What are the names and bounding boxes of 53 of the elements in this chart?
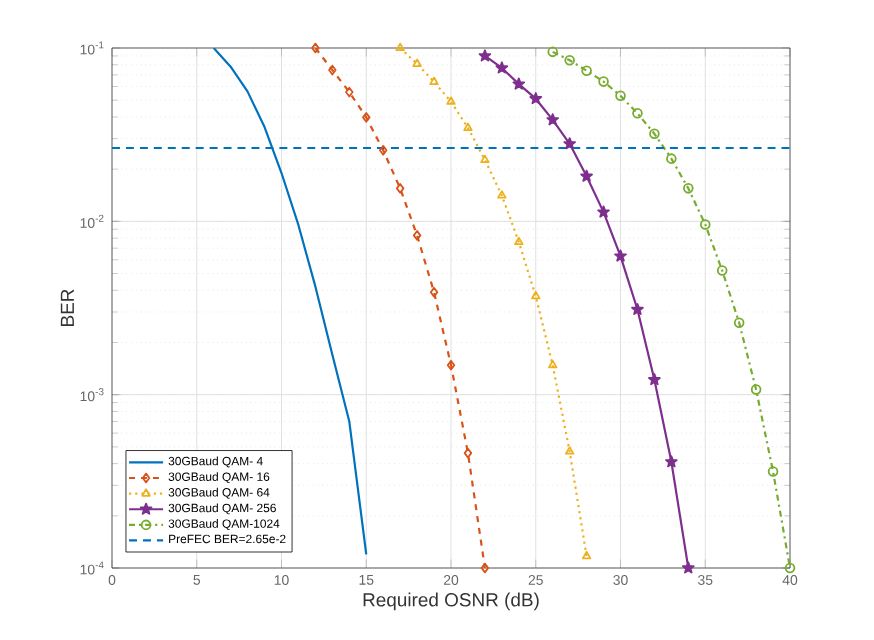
- point: [563, 137, 576, 150]
- point: [648, 373, 661, 386]
- point: [581, 550, 592, 560]
- point: [598, 76, 609, 87]
- point: [683, 183, 694, 194]
- point: [581, 65, 592, 76]
- point: [580, 169, 593, 182]
- point: [546, 113, 560, 126]
- point: [379, 145, 388, 156]
- y-axis-title: BER: [60, 289, 74, 326]
- point: [716, 265, 728, 276]
- point: [463, 122, 473, 131]
- point: [699, 219, 711, 230]
- point: [446, 359, 456, 371]
- point: [597, 205, 610, 218]
- point: [615, 90, 626, 102]
- point: [412, 58, 422, 67]
- point: [564, 54, 575, 66]
- point: [531, 290, 541, 300]
- point: [733, 317, 745, 329]
- point: [548, 359, 558, 369]
- point: [429, 286, 439, 298]
- point: [480, 562, 490, 574]
- point: [395, 183, 405, 194]
- point: [514, 236, 524, 246]
- point: [547, 46, 558, 58]
- point: [463, 447, 473, 459]
- point: [446, 96, 456, 105]
- point: [478, 49, 492, 62]
- point: [328, 64, 337, 76]
- point: [750, 384, 762, 395]
- point: [665, 455, 678, 468]
- point: [529, 92, 543, 105]
- point: [345, 86, 354, 98]
- point: [614, 249, 627, 262]
- point: [666, 153, 677, 164]
- point: [564, 446, 575, 455]
- point: [395, 42, 405, 52]
- point: [767, 466, 779, 477]
- point: [681, 561, 695, 574]
- point: [480, 154, 490, 164]
- x-axis-title: Required OSNR (dB): [363, 592, 539, 611]
- point: [632, 108, 643, 119]
- point: [784, 562, 796, 574]
- point: [362, 112, 371, 123]
- point: [429, 76, 439, 86]
- point: [495, 61, 509, 74]
- point: [311, 42, 320, 54]
- point: [497, 190, 507, 199]
- point: [631, 302, 644, 316]
- point: [649, 128, 660, 140]
- point: [512, 77, 526, 90]
- point: [412, 230, 422, 241]
